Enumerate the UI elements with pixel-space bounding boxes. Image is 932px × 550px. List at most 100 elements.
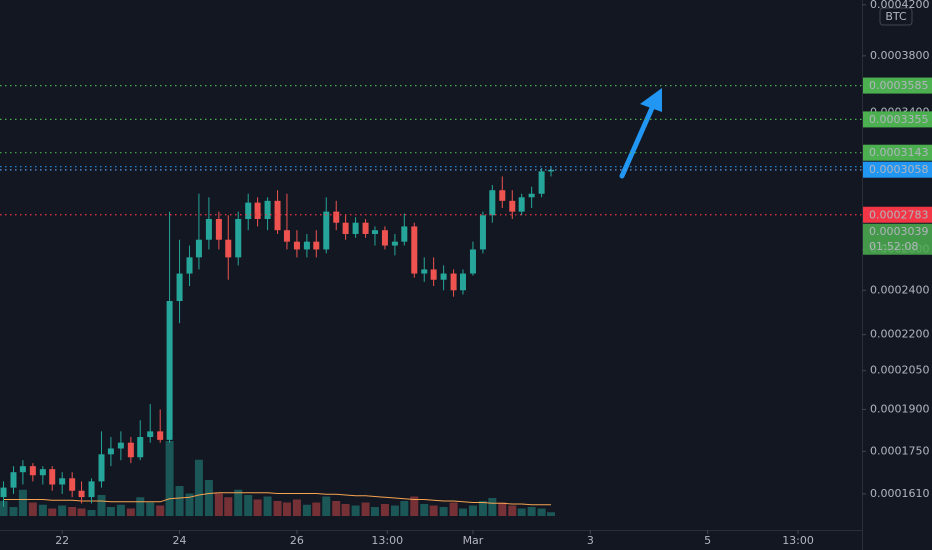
candle-body [411, 226, 418, 274]
candle-body [381, 230, 388, 246]
candle-body [421, 269, 428, 274]
candle-body [49, 469, 56, 485]
candle-body [469, 249, 476, 274]
level-label-box [863, 77, 932, 94]
volume-bar [410, 496, 419, 516]
candle-body [69, 478, 76, 491]
volume-bar [97, 495, 106, 516]
candle-body [538, 171, 545, 194]
x-tick-label: Mar [463, 534, 484, 547]
volume-bar [292, 499, 301, 516]
level-label-box [863, 161, 932, 178]
candle-body [137, 437, 144, 458]
candle-body [479, 215, 486, 250]
volume-bar [244, 495, 253, 516]
candle-body [0, 487, 7, 498]
candle-body [166, 301, 173, 440]
candle-body [127, 442, 134, 458]
volume-bar [28, 502, 37, 516]
candle-body [19, 466, 26, 473]
y-tick-label: 0.0002050 [870, 364, 930, 377]
candle-body [176, 273, 183, 302]
volume-bar [253, 499, 262, 516]
level-label-box [863, 206, 932, 223]
volume-bar [263, 496, 272, 516]
candle-body [293, 241, 300, 250]
volume-bar [77, 508, 86, 516]
y-tick-label: 0.0001610 [870, 487, 930, 500]
candle-body [98, 454, 105, 482]
candle-body [39, 469, 46, 476]
volume-bar [322, 496, 331, 516]
volume-bar [106, 507, 115, 516]
candle-body [459, 273, 466, 291]
volume-bar [439, 507, 448, 516]
currency-badge[interactable]: BTC [879, 7, 913, 26]
countdown-label: 01:52:08 [869, 240, 918, 253]
volume-bar [224, 497, 233, 516]
arrow-head [640, 88, 662, 112]
volume-bar [194, 459, 203, 516]
level-label: 0.0003355 [869, 113, 929, 126]
candle-body [235, 218, 242, 258]
y-tick-label: 0.0002200 [870, 328, 930, 341]
volume-bar [302, 504, 311, 516]
candle-body [391, 241, 398, 246]
volume-bar [517, 508, 526, 516]
candle-body [323, 211, 330, 250]
volume-bar [185, 493, 194, 516]
candle-body [59, 478, 66, 485]
x-tick-label: 5 [704, 534, 711, 547]
level-label-box [863, 111, 932, 128]
volume-bar [136, 497, 145, 516]
level-label: 0.0003058 [869, 163, 929, 176]
volume-bar [87, 510, 96, 516]
volume-bar [9, 507, 18, 516]
volume-bar [341, 504, 350, 516]
volume-bar [370, 507, 379, 516]
y-tick-label: 0.0003800 [870, 49, 930, 62]
volume-bar [400, 501, 409, 516]
candle-body [342, 222, 349, 234]
volume-bar [351, 505, 360, 516]
volume-bar [214, 493, 223, 516]
volume-bar [312, 502, 321, 516]
volume-bar [458, 508, 467, 516]
level-label: 0.0003585 [869, 79, 929, 92]
level-label: 0.0002783 [869, 208, 929, 221]
last-price-label: 0.0003039 [869, 225, 929, 238]
volume-bar [498, 502, 507, 516]
y-tick-label: 0.0001900 [870, 402, 930, 415]
candle-body [10, 472, 17, 488]
candle-body [195, 239, 202, 258]
volume-bar [390, 505, 399, 516]
volume-bar [420, 504, 429, 516]
candle-body [362, 222, 369, 234]
candle-body [333, 211, 340, 223]
y-tick-label: 0.0002400 [870, 283, 930, 296]
volume-bar [126, 508, 135, 516]
candle-body [117, 442, 124, 449]
plot-area [0, 166, 555, 516]
y-tick-label: 0.0001750 [870, 444, 930, 457]
level-label: 0.0003143 [869, 146, 929, 159]
candle-body [29, 466, 36, 476]
x-tick-label: 13:00 [782, 534, 814, 547]
x-tick-label: 24 [173, 534, 187, 547]
volume-bar [204, 480, 213, 516]
volume-bar [332, 501, 341, 516]
arrow-shaft [619, 105, 655, 179]
volume-bar [38, 504, 47, 516]
volume-bar [429, 505, 438, 516]
candle-body [205, 218, 212, 240]
candle-body [352, 222, 359, 234]
candle-body [440, 273, 447, 280]
volume-bar [156, 505, 165, 516]
arrow-annotation [619, 88, 662, 179]
candle-body [157, 431, 164, 440]
candle-body [283, 230, 290, 242]
candle-body [225, 239, 232, 258]
candle-body [264, 200, 271, 219]
